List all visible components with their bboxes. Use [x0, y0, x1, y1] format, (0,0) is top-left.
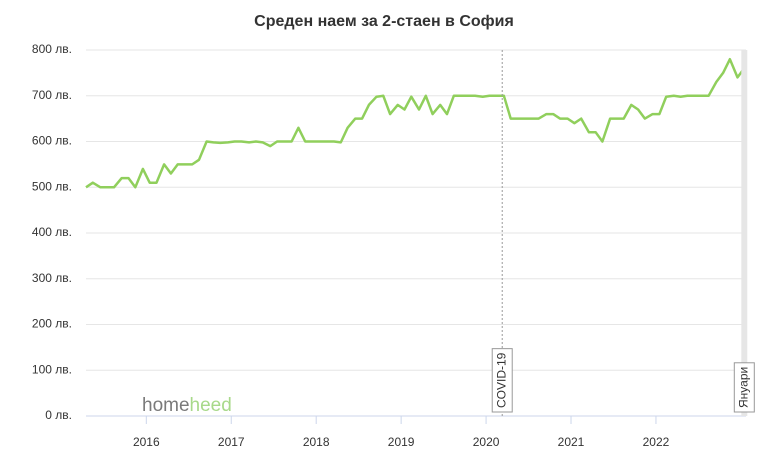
y-tick-label: 700 лв.: [32, 88, 72, 102]
y-tick-label: 300 лв.: [32, 271, 72, 285]
annotation-band: [741, 50, 748, 416]
annotation-label: Януари: [736, 367, 750, 408]
x-tick-label: 2022: [643, 435, 670, 449]
watermark-home: home: [142, 395, 190, 416]
x-tick-label: 2018: [303, 435, 330, 449]
annotation: COVID-19: [491, 348, 513, 413]
watermark-heed: heed: [190, 395, 232, 416]
line-series: [85, 57, 746, 189]
annotation: Януари: [733, 362, 755, 413]
x-tick-label: 2019: [388, 435, 415, 449]
y-tick-label: 400 лв.: [32, 225, 72, 239]
y-tick-label: 200 лв.: [32, 317, 72, 331]
y-tick-label: 500 лв.: [32, 179, 72, 193]
chart-title: Среден наем за 2-стаен в София: [254, 13, 514, 30]
x-tick-label: 2021: [558, 435, 585, 449]
y-tick-label: 0 лв.: [45, 408, 72, 422]
y-tick-label: 600 лв.: [32, 134, 72, 148]
x-tick-label: 2016: [133, 435, 160, 449]
y-tick-label: 100 лв.: [32, 362, 72, 376]
annotation-box: [733, 362, 755, 413]
x-tick-label: 2017: [218, 435, 245, 449]
y-tick-label: 800 лв.: [32, 42, 72, 56]
annotation-box: [491, 348, 513, 413]
watermark: homeheed: [142, 395, 232, 416]
annotation-label: COVID-19: [494, 352, 508, 408]
x-tick-label: 2020: [473, 435, 500, 449]
